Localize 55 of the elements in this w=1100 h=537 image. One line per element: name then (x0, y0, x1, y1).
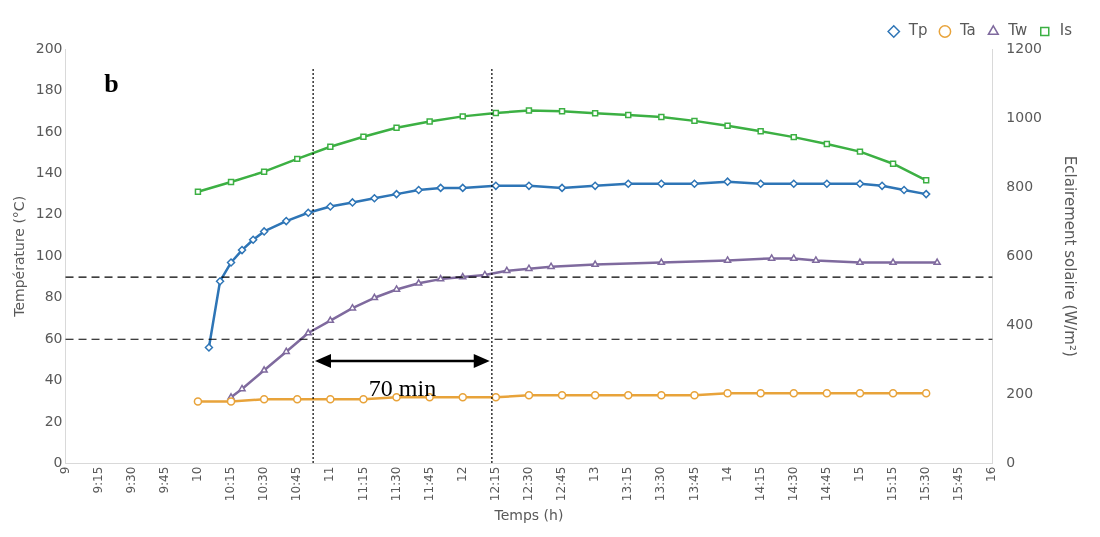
x-tick-label: 13 (587, 466, 602, 482)
y2-tick-label: 0 (1006, 454, 1016, 471)
y-tick-label: 20 (44, 412, 63, 429)
x-tick-label: 13:15 (620, 466, 635, 502)
x-tick-label: 10:45 (289, 466, 304, 502)
x-tick-label: 14 (719, 466, 734, 482)
x-tick-label: 13:30 (653, 466, 668, 502)
x-tick-label: 12:45 (554, 466, 569, 502)
x-tick-label: 14:15 (752, 466, 767, 502)
annotation: b (104, 68, 119, 98)
legend-label: Is (1059, 21, 1073, 40)
x-tick-label: 10:15 (223, 466, 238, 502)
y-tick-label: 200 (35, 39, 63, 56)
y2-tick-label: 800 (1006, 177, 1034, 194)
x-tick-label: 9:15 (90, 466, 105, 494)
x-tick-label: 10 (190, 466, 205, 482)
y-axis-title: Température (°C) (11, 195, 28, 318)
x-tick-label: 15:30 (918, 466, 933, 502)
x-tick-label: 9:45 (156, 466, 171, 494)
x-tick-label: 9:30 (123, 466, 138, 494)
y2-axis-title: Eclairement solaire (W/m²) (1061, 155, 1080, 357)
x-tick-label: 15:15 (885, 466, 900, 502)
x-tick-label: 11:45 (421, 466, 436, 502)
y-tick-label: 140 (35, 164, 63, 181)
y2-tick-label: 1200 (1006, 39, 1043, 56)
x-axis-title: Temps (h) (493, 507, 564, 524)
x-tick-label: 16 (984, 466, 999, 482)
x-tick-label: 13:45 (686, 466, 701, 502)
x-tick-label: 14:45 (818, 466, 833, 502)
legend-label: Tp (907, 21, 928, 40)
legend-label: Tw (1007, 21, 1028, 40)
legend-label: Ta (958, 21, 976, 40)
y-tick-label: 180 (35, 81, 63, 98)
x-tick-label: 12:30 (521, 466, 536, 502)
x-tick-label: 12 (454, 466, 469, 482)
y2-tick-label: 600 (1006, 246, 1034, 263)
y-tick-label: 80 (44, 288, 63, 305)
x-tick-label: 9 (57, 466, 72, 475)
x-tick-label: 11:30 (388, 466, 403, 502)
x-tick-label: 10:30 (256, 466, 271, 502)
y2-tick-label: 1000 (1006, 108, 1043, 125)
y2-tick-label: 400 (1006, 316, 1034, 333)
x-tick-label: 14:30 (785, 466, 800, 502)
x-tick-label: 11:15 (355, 466, 370, 502)
x-tick-label: 11 (322, 466, 337, 482)
y-tick-label: 100 (35, 246, 63, 263)
y-tick-label: 60 (44, 329, 63, 346)
y-tick-label: 160 (35, 122, 63, 139)
x-tick-label: 12:15 (487, 466, 502, 502)
x-tick-label: 15 (852, 466, 867, 482)
y-tick-label: 120 (35, 205, 63, 222)
y-tick-label: 40 (44, 371, 63, 388)
x-tick-label: 15:45 (951, 466, 966, 502)
y2-tick-label: 200 (1006, 385, 1034, 402)
annotation: 70 min (368, 374, 437, 401)
